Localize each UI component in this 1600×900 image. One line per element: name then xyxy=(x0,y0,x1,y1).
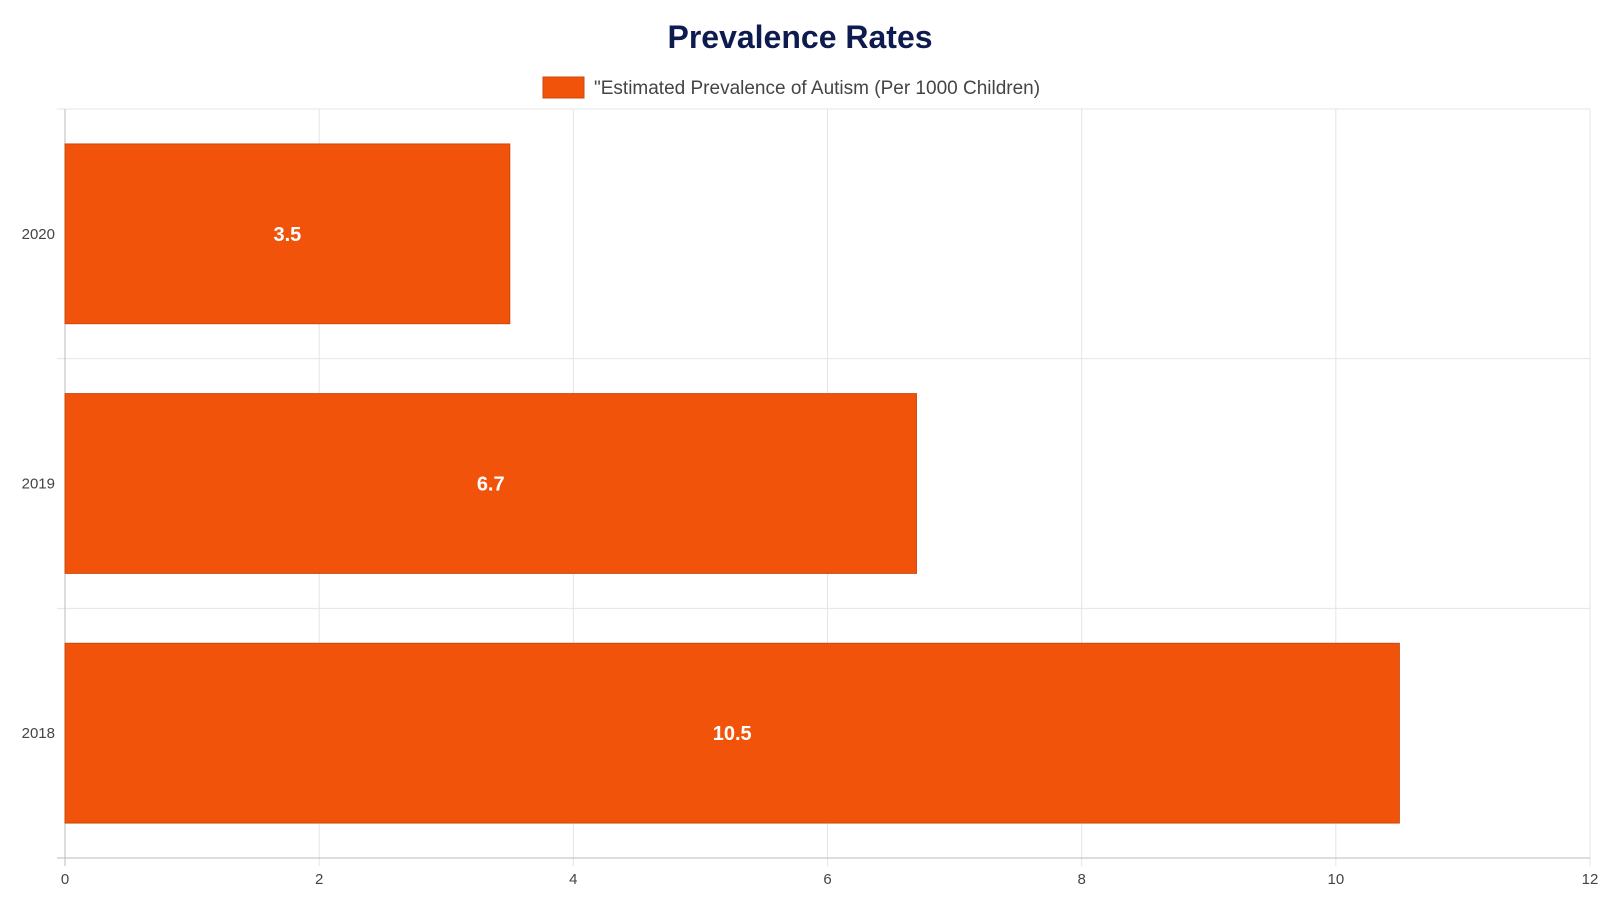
x-tick-label: 8 xyxy=(1077,871,1085,888)
x-tick-label: 2 xyxy=(315,871,323,888)
y-tick-label-2019: 2019 xyxy=(22,476,55,493)
bar-2019[interactable] xyxy=(64,393,917,574)
data-label-2018: 10.5 xyxy=(713,723,752,745)
x-tick-label: 12 xyxy=(1582,871,1599,888)
bar-2020[interactable] xyxy=(64,143,511,325)
x-tick-label: 10 xyxy=(1327,871,1344,888)
y-tick-label-2020: 2020 xyxy=(22,226,55,243)
data-label-2020: 3.5 xyxy=(273,224,301,246)
data-label-2019: 6.7 xyxy=(477,474,505,496)
data-labels: 3.5 6.7 10.5 xyxy=(273,224,751,745)
chart-title: Prevalence Rates xyxy=(667,19,932,55)
legend-label: "Estimated Prevalence of Autism (Per 100… xyxy=(594,78,1040,99)
x-tick-label: 0 xyxy=(61,871,69,888)
bar-2018[interactable] xyxy=(64,642,1400,824)
x-tick-label: 4 xyxy=(569,871,577,888)
legend-swatch xyxy=(542,76,585,99)
x-tick-label: 6 xyxy=(823,871,831,888)
y-tick-label-2018: 2018 xyxy=(22,725,55,742)
x-axis-tick-labels: 0 2 4 6 8 10 12 xyxy=(61,871,1599,888)
legend[interactable]: "Estimated Prevalence of Autism (Per 100… xyxy=(542,76,1040,99)
bars xyxy=(64,143,1400,824)
y-axis-tick-labels: 2020 2019 2018 xyxy=(22,226,55,742)
